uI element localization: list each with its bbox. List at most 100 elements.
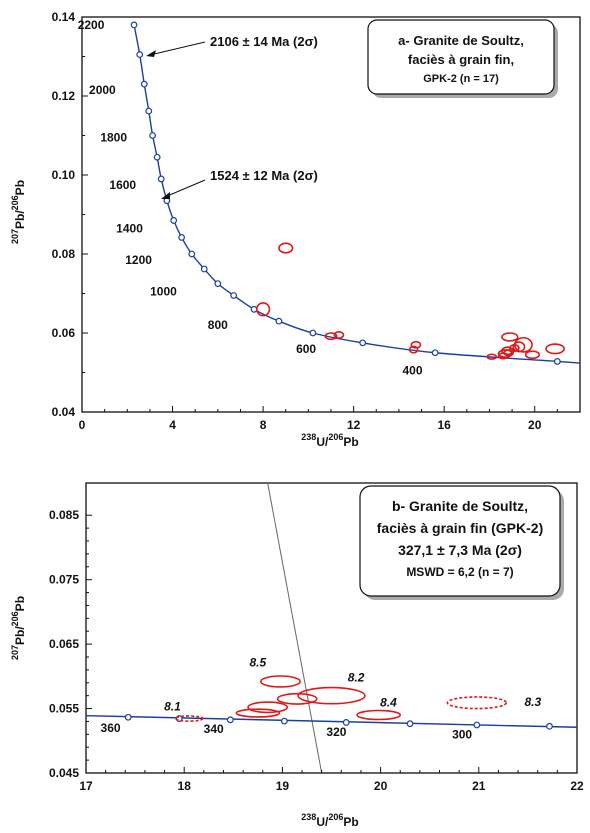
y-tick-label: 0.10 [52, 168, 76, 182]
data-ellipse [486, 353, 498, 360]
panel-a-legend-line2: faciès à grain fin, [408, 52, 514, 67]
data-ellipse [174, 715, 204, 722]
arrowhead-1524-icon [161, 192, 170, 199]
concordia-point [214, 280, 222, 288]
x-tick-label: 17 [79, 779, 93, 793]
age-label: 1000 [150, 285, 177, 299]
annotation-arrow-1524 [164, 179, 206, 198]
concordia-point [546, 722, 553, 730]
data-ellipse [446, 696, 508, 710]
ellipse-label: 8.4 [380, 696, 397, 710]
panel-a-legend: a- Granite de Soultz, faciès à grain fin… [367, 19, 558, 98]
panel-a-legend-line3: GPK-2 (n = 17) [423, 73, 499, 85]
panel-b: 8.5 8.2 8.4 8.1 8.3 360 340 320 300 17 18 19 20 21 2… [10, 482, 584, 829]
concordia-point [431, 349, 439, 357]
concordia-point [342, 719, 350, 726]
data-ellipse [356, 709, 402, 721]
data-ellipse [297, 686, 366, 705]
panel-b-legend-line2: faciès à grain fin (GPK-2) [377, 520, 543, 536]
data-ellipse [235, 708, 281, 718]
age-label: 360 [101, 721, 121, 735]
y-tick-label: 0.06 [52, 326, 76, 340]
data-ellipse [324, 332, 338, 341]
concordia-point [230, 292, 238, 299]
panel-a-legend-line1: a- Granite de Soultz, [398, 33, 524, 48]
concordia-point [178, 234, 186, 241]
concordia-point [553, 358, 561, 365]
concordia-point [124, 713, 132, 721]
data-ellipse [259, 675, 301, 688]
data-ellipse [524, 350, 541, 360]
x-tick-label: 19 [276, 779, 290, 793]
y-tick-label: 0.085 [49, 508, 79, 522]
panel-b-axis-ticks: 17 18 19 20 21 22 0.045 0.055 0.065 0.075 0.085 [49, 508, 584, 793]
data-ellipse [545, 343, 565, 355]
panel-a-concordia-points [130, 21, 561, 365]
concordia-point [130, 21, 138, 29]
x-tick-label: 20 [528, 418, 542, 432]
y-tick-label: 0.12 [52, 89, 76, 103]
data-ellipse [278, 242, 294, 254]
concordia-point [226, 716, 234, 724]
age-label: 1400 [116, 221, 143, 235]
concordia-point [136, 51, 144, 58]
x-tick-label: 8 [260, 418, 267, 432]
data-ellipse [333, 331, 345, 339]
data-ellipse [408, 345, 419, 354]
concordia-point [145, 107, 153, 115]
ellipse-label: 8.5 [250, 656, 267, 670]
x-tick-label: 16 [438, 418, 452, 432]
age-label: 2000 [89, 83, 116, 97]
panel-b-y-axis-label: 207Pb/206Pb [10, 596, 27, 660]
annotation-2106: 2106 ± 14 Ma (2σ) [210, 34, 318, 49]
data-ellipse [497, 352, 509, 360]
age-label: 1800 [100, 130, 127, 144]
panel-a-x-axis-label: 238U/206Pb [301, 432, 358, 449]
x-tick-label: 18 [178, 779, 192, 793]
data-ellipse [276, 692, 318, 705]
panel-a: 2200 2000 1800 1600 1400 1200 1000 800 600 400 0 4… [10, 10, 581, 449]
annotation-1524: 1524 ± 12 Ma (2σ) [210, 168, 318, 183]
panel-b-data-ellipses: 8.5 8.2 8.4 8.1 8.3 [164, 656, 541, 722]
age-label: 300 [452, 727, 472, 741]
annotation-arrow-2106 [149, 41, 206, 56]
concordia-point [140, 80, 148, 88]
y-tick-label: 0.08 [52, 247, 76, 261]
x-tick-label: 4 [169, 418, 176, 432]
panel-a-y-axis-label: 207Pb/206Pb [10, 180, 27, 244]
concordia-point [406, 720, 414, 728]
x-tick-label: 20 [374, 779, 388, 793]
data-ellipse [410, 340, 422, 349]
y-tick-label: 0.055 [49, 702, 79, 716]
plot-frame [85, 482, 578, 774]
data-ellipse [509, 344, 520, 352]
panel-b-regression-line [267, 482, 323, 774]
panel-a-data-ellipses [255, 242, 565, 360]
age-label: 400 [402, 364, 422, 378]
concordia-point [275, 317, 283, 325]
x-tick-label: 0 [79, 418, 86, 432]
y-tick-label: 0.075 [49, 573, 79, 587]
panel-b-legend-line1: b- Granite de Soultz, [392, 498, 528, 514]
x-tick-label: 12 [347, 418, 361, 432]
concordia-point [149, 132, 157, 139]
ellipse-label: 8.1 [164, 699, 181, 713]
ellipse-label: 8.2 [348, 670, 365, 684]
age-label: 2200 [78, 18, 105, 32]
data-ellipse [255, 302, 271, 317]
y-tick-label: 0.04 [52, 405, 76, 419]
concordia-point [188, 250, 196, 258]
panel-b-legend-line4: MSWD = 6,2 (n = 7) [406, 565, 513, 579]
y-tick-label: 0.14 [52, 10, 76, 24]
concordia-point [473, 721, 481, 729]
age-label: 800 [208, 318, 228, 332]
panel-b-concordia-points [124, 713, 553, 730]
panel-a-axis-ticks: 0 4 8 12 16 20 0.04 0.06 0.08 0.10 0.12 0.14 [52, 10, 558, 432]
y-tick-label: 0.065 [49, 637, 79, 651]
age-label: 600 [296, 342, 316, 356]
x-tick-label: 22 [570, 779, 584, 793]
concordia-point [280, 717, 288, 725]
concordia-point [359, 339, 367, 347]
arrowhead-2106-icon [146, 50, 156, 57]
